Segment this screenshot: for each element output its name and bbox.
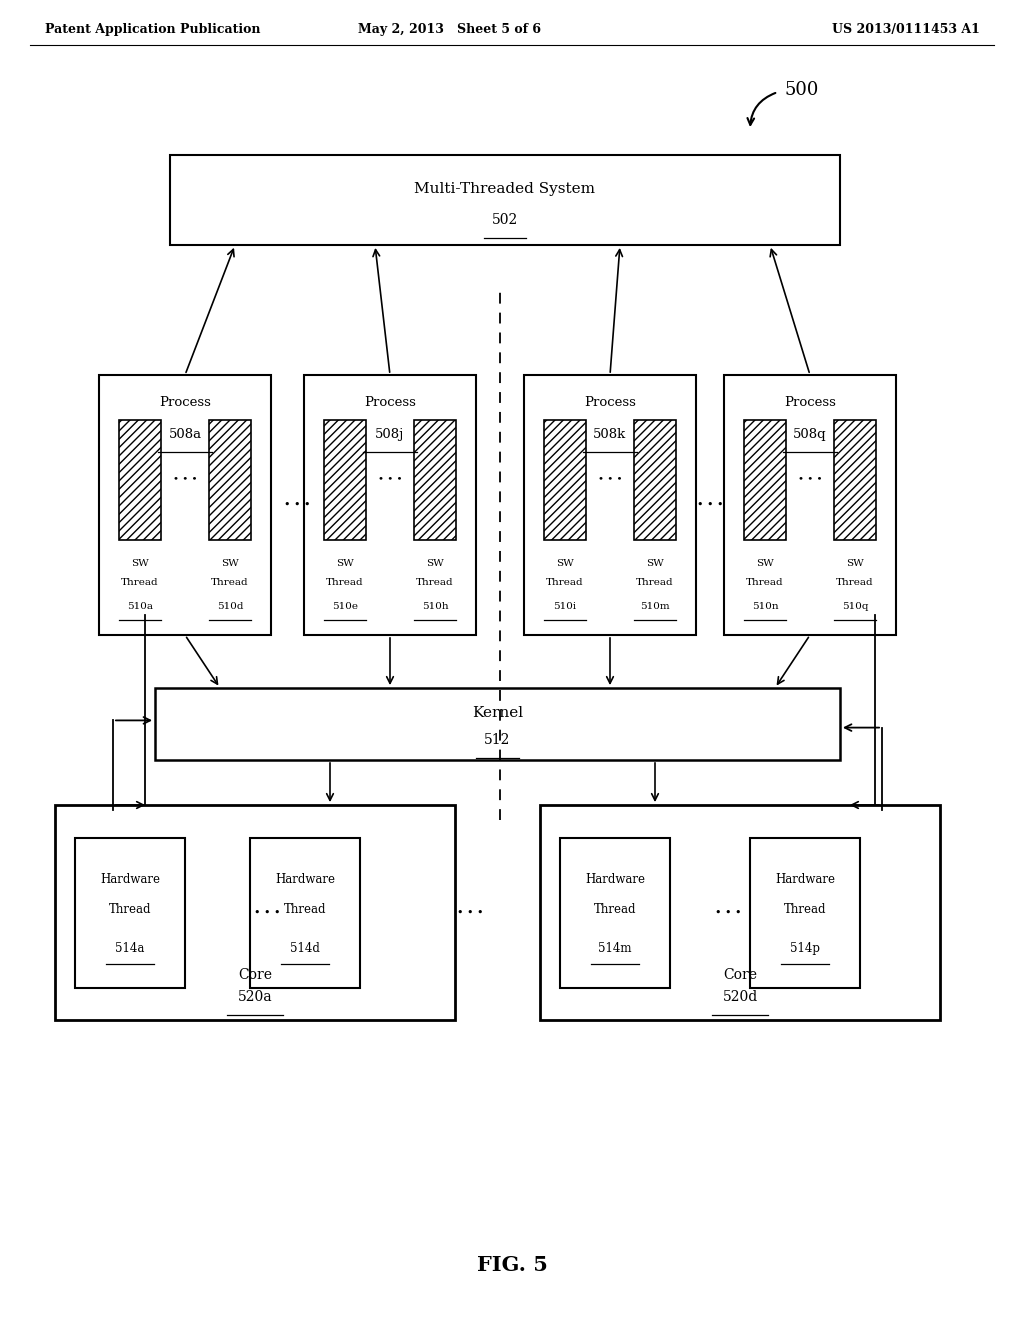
Text: Thread: Thread bbox=[783, 903, 826, 916]
Text: SW: SW bbox=[131, 558, 148, 568]
Text: May 2, 2013   Sheet 5 of 6: May 2, 2013 Sheet 5 of 6 bbox=[358, 22, 542, 36]
Text: • • •: • • • bbox=[284, 500, 310, 510]
Text: FIG. 5: FIG. 5 bbox=[476, 1255, 548, 1275]
Text: 510h: 510h bbox=[422, 602, 449, 611]
Bar bbox=[324, 420, 366, 540]
Text: Thread: Thread bbox=[746, 578, 783, 587]
Text: 520a: 520a bbox=[238, 990, 272, 1005]
Text: SW: SW bbox=[556, 558, 573, 568]
Bar bbox=[560, 837, 670, 987]
Text: • • •: • • • bbox=[798, 475, 822, 484]
Bar bbox=[744, 420, 786, 540]
Text: SW: SW bbox=[846, 558, 864, 568]
Bar bbox=[304, 375, 476, 635]
Bar bbox=[414, 420, 456, 540]
Text: Process: Process bbox=[584, 396, 636, 409]
Text: Core: Core bbox=[723, 968, 757, 982]
Text: 508a: 508a bbox=[168, 429, 202, 441]
Text: 510d: 510d bbox=[217, 602, 244, 611]
Text: 510q: 510q bbox=[842, 602, 868, 611]
Bar bbox=[750, 837, 860, 987]
Bar bbox=[75, 837, 185, 987]
Text: 508k: 508k bbox=[593, 429, 627, 441]
Text: Thread: Thread bbox=[636, 578, 674, 587]
Text: 510m: 510m bbox=[640, 602, 670, 611]
Bar bbox=[170, 154, 840, 246]
Bar bbox=[724, 375, 896, 635]
Bar bbox=[524, 375, 696, 635]
Text: • • •: • • • bbox=[457, 908, 483, 917]
Text: • • •: • • • bbox=[715, 908, 741, 917]
Text: Process: Process bbox=[365, 396, 416, 409]
Bar bbox=[119, 420, 161, 540]
Text: Thread: Thread bbox=[327, 578, 364, 587]
Bar bbox=[99, 375, 271, 635]
Text: • • •: • • • bbox=[696, 500, 723, 510]
Text: Thread: Thread bbox=[594, 903, 636, 916]
Bar bbox=[155, 688, 840, 760]
Text: 510n: 510n bbox=[752, 602, 778, 611]
Text: Patent Application Publication: Patent Application Publication bbox=[45, 22, 260, 36]
Text: 514a: 514a bbox=[116, 942, 144, 954]
Text: SW: SW bbox=[646, 558, 664, 568]
Text: Hardware: Hardware bbox=[275, 873, 335, 886]
Bar bbox=[250, 837, 360, 987]
Text: 514m: 514m bbox=[598, 942, 632, 954]
Text: SW: SW bbox=[336, 558, 354, 568]
Bar bbox=[540, 805, 940, 1020]
Text: Hardware: Hardware bbox=[100, 873, 160, 886]
Text: • • •: • • • bbox=[378, 475, 402, 484]
Text: Process: Process bbox=[159, 396, 211, 409]
Text: Thread: Thread bbox=[284, 903, 327, 916]
Text: • • •: • • • bbox=[254, 908, 281, 917]
Text: 514d: 514d bbox=[290, 942, 319, 954]
Text: 520d: 520d bbox=[722, 990, 758, 1005]
Text: 508q: 508q bbox=[794, 429, 826, 441]
Text: 508j: 508j bbox=[376, 429, 404, 441]
Text: 502: 502 bbox=[492, 213, 518, 227]
Text: Multi-Threaded System: Multi-Threaded System bbox=[415, 182, 596, 197]
Text: US 2013/0111453 A1: US 2013/0111453 A1 bbox=[833, 22, 980, 36]
Text: Hardware: Hardware bbox=[775, 873, 835, 886]
Text: 514p: 514p bbox=[790, 942, 820, 954]
Text: 512: 512 bbox=[484, 733, 511, 747]
Bar bbox=[634, 420, 676, 540]
Text: Thread: Thread bbox=[211, 578, 249, 587]
Text: SW: SW bbox=[756, 558, 774, 568]
Text: 510a: 510a bbox=[127, 602, 153, 611]
Text: • • •: • • • bbox=[173, 475, 198, 484]
Text: SW: SW bbox=[426, 558, 443, 568]
Text: Process: Process bbox=[784, 396, 836, 409]
Text: Thread: Thread bbox=[416, 578, 454, 587]
Bar bbox=[209, 420, 251, 540]
Bar bbox=[834, 420, 876, 540]
Text: Thread: Thread bbox=[109, 903, 152, 916]
Text: 510i: 510i bbox=[553, 602, 577, 611]
Text: Kernel: Kernel bbox=[472, 706, 523, 721]
Text: 510e: 510e bbox=[332, 602, 358, 611]
Text: Thread: Thread bbox=[546, 578, 584, 587]
Text: • • •: • • • bbox=[598, 475, 623, 484]
Bar bbox=[55, 805, 455, 1020]
Text: Core: Core bbox=[238, 968, 272, 982]
Text: 500: 500 bbox=[785, 81, 819, 99]
Text: Hardware: Hardware bbox=[585, 873, 645, 886]
Text: Thread: Thread bbox=[121, 578, 159, 587]
Bar bbox=[544, 420, 586, 540]
Text: Thread: Thread bbox=[837, 578, 873, 587]
Text: SW: SW bbox=[221, 558, 239, 568]
